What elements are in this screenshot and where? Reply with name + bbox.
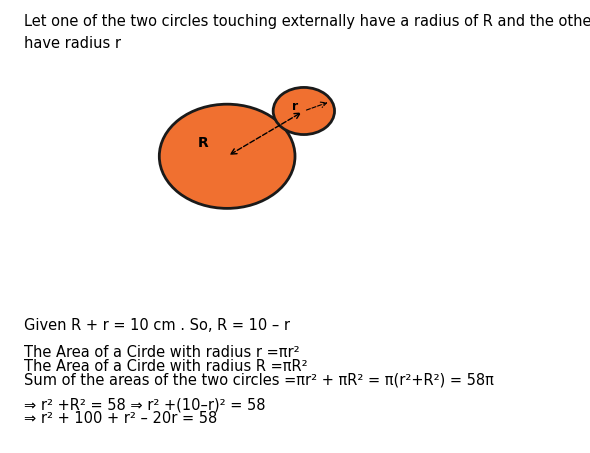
- Text: The Area of a Cirde with radius r =πr²: The Area of a Cirde with radius r =πr²: [24, 345, 299, 360]
- Text: r: r: [292, 100, 298, 113]
- Circle shape: [159, 104, 295, 208]
- Text: Given R + r = 10 cm . So, R = 10 – r: Given R + r = 10 cm . So, R = 10 – r: [24, 318, 290, 333]
- Circle shape: [273, 87, 335, 135]
- Text: The Area of a Cirde with radius R =πR²: The Area of a Cirde with radius R =πR²: [24, 359, 307, 374]
- Text: Let one of the two circles touching externally have a radius of R and the other: Let one of the two circles touching exte…: [24, 14, 590, 29]
- Text: R: R: [198, 136, 209, 149]
- Text: ⇒ r² + 100 + r² – 20r = 58: ⇒ r² + 100 + r² – 20r = 58: [24, 411, 217, 426]
- Text: Sum of the areas of the two circles =πr² + πR² = π(r²+R²) = 58π: Sum of the areas of the two circles =πr²…: [24, 372, 493, 387]
- Text: ⇒ r² +R² = 58 ⇒ r² +(10–r)² = 58: ⇒ r² +R² = 58 ⇒ r² +(10–r)² = 58: [24, 397, 265, 412]
- Text: have radius r: have radius r: [24, 36, 120, 51]
